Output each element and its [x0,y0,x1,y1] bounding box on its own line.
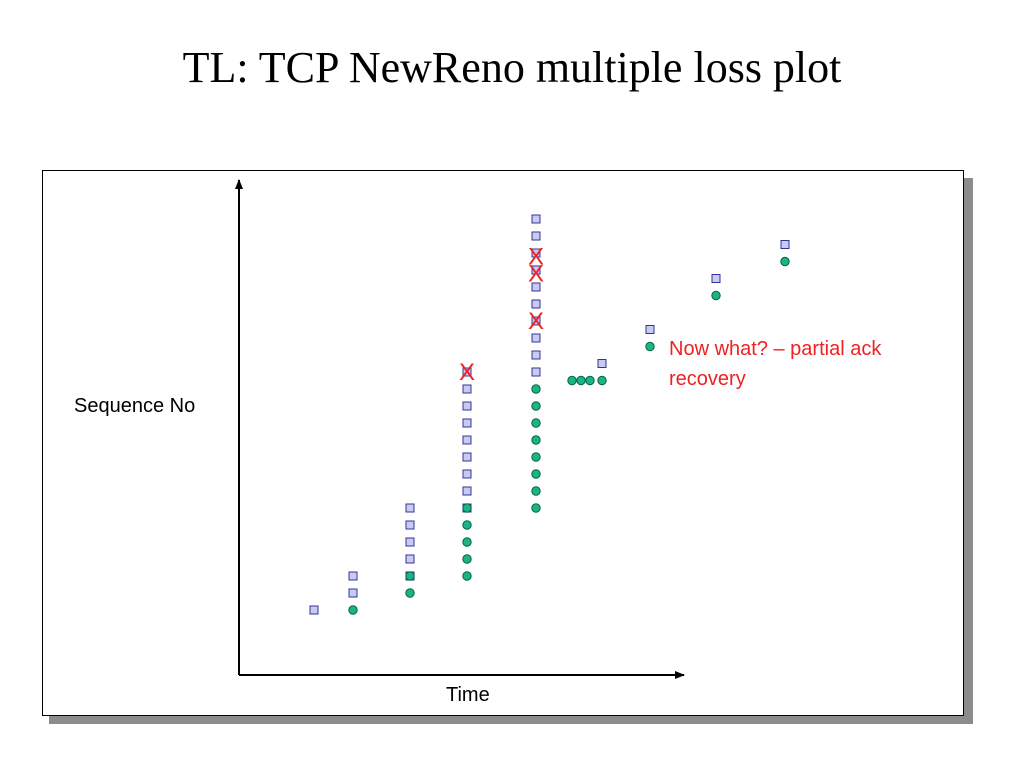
packet-marker [462,367,472,377]
packet-marker [531,299,541,309]
packet-marker [348,571,358,581]
loss-marker: X [528,243,544,270]
ack-marker [531,418,541,428]
packet-marker [531,265,541,275]
packet-marker [531,214,541,224]
packet-marker [531,282,541,292]
ack-marker [462,520,472,530]
packet-marker [348,588,358,598]
packet-marker [531,316,541,326]
x-axis-label: Time [446,684,490,706]
ack-marker [576,375,586,386]
ack-marker [531,452,541,462]
ack-marker [645,341,655,352]
packet-marker [462,452,472,462]
packet-marker [405,520,415,530]
packet-marker [531,350,541,360]
ack-marker [462,537,472,547]
loss-marker: X [528,308,544,335]
packet-marker [405,537,415,547]
packet-marker [531,231,541,241]
packet-marker [711,274,721,283]
loss-marker: X [459,359,475,386]
packet-marker [405,554,415,564]
y-axis-label: Sequence No [74,395,196,417]
packet-marker [531,333,541,343]
ack-marker [462,571,472,581]
ack-marker [531,401,541,411]
slide-title: TL: TCP NewReno multiple loss plot [182,43,842,92]
packet-marker [462,469,472,479]
ack-marker [597,375,607,386]
packet-marker [780,240,790,249]
ack-marker [348,605,358,615]
annotation-text: Now what? – partial ack recovery [669,338,882,390]
ack-marker [531,435,541,445]
packet-marker [597,359,607,368]
packet-marker [309,605,319,615]
ack-marker [531,469,541,479]
packet-marker [462,435,472,445]
packet-marker [462,486,472,496]
packet-marker [462,401,472,411]
ack-marker [462,554,472,564]
ack-marker [531,384,541,394]
ack-marker [585,375,595,386]
ack-marker [405,571,415,581]
packet-marker [462,418,472,428]
ack-marker [462,503,472,513]
plot-frame [42,170,964,716]
ack-marker [531,486,541,496]
ack-marker [567,375,577,386]
ack-marker [531,503,541,513]
ack-marker [405,588,415,598]
ack-marker [780,256,790,267]
packet-marker [462,384,472,394]
packet-marker [405,503,415,513]
packet-marker [645,325,655,334]
packet-marker [531,248,541,258]
packet-marker [531,367,541,377]
loss-marker: X [528,260,544,287]
ack-marker [711,290,721,301]
